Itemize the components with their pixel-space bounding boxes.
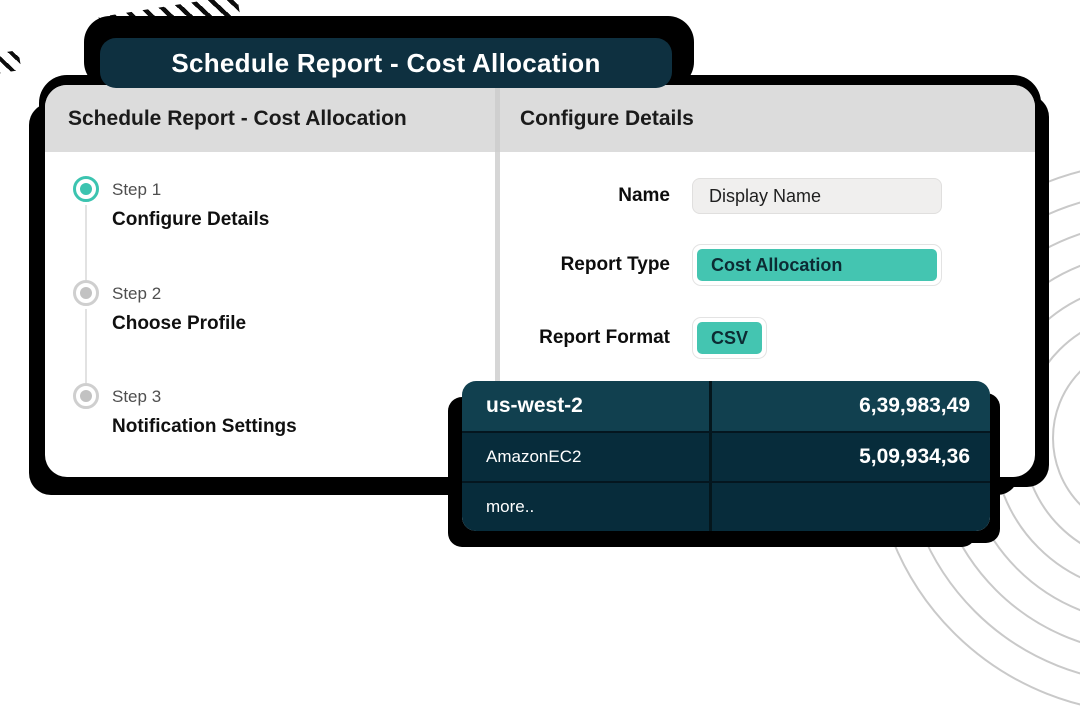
wizard-steps-panel: Step 1 Configure Details Step 2 Choose P… [45, 152, 495, 477]
report-type-row: Report Type Cost Allocation [500, 243, 1035, 287]
row-value [712, 483, 990, 531]
table-row: AmazonEC2 5,09,934,36 [462, 431, 990, 481]
dialog-header-row: Schedule Report - Cost Allocation Config… [45, 85, 1035, 152]
report-format-row: Report Format CSV [500, 316, 1035, 360]
row-label: AmazonEC2 [462, 433, 712, 481]
row-value: 5,09,934,36 [859, 445, 970, 468]
step-3-label[interactable]: Step 3 [112, 387, 162, 406]
left-panel-header: Schedule Report - Cost Allocation [45, 85, 495, 152]
name-input[interactable] [692, 178, 942, 214]
name-field-row: Name [500, 174, 1035, 218]
report-format-select[interactable]: CSV [692, 317, 768, 359]
table-row: more.. [462, 481, 990, 531]
step-2-indicator[interactable] [73, 280, 99, 306]
page-title: Schedule Report - Cost Allocation [171, 47, 601, 78]
step-3-indicator[interactable] [73, 383, 99, 409]
name-label: Name [618, 185, 670, 206]
page-title-badge: Schedule Report - Cost Allocation [100, 38, 672, 88]
row-label: us-west-2 [462, 381, 712, 431]
step-2-label[interactable]: Step 2 [112, 284, 162, 303]
step-connector [85, 309, 87, 383]
panel-divider [495, 152, 500, 477]
report-type-select[interactable]: Cost Allocation [692, 244, 942, 286]
report-type-label: Report Type [560, 254, 670, 275]
step-1-label[interactable]: Step 1 [112, 180, 162, 199]
step-connector [85, 205, 87, 280]
row-value: 6,39,983,49 [859, 394, 970, 417]
table-row: us-west-2 6,39,983,49 [462, 381, 990, 431]
step-dot [80, 183, 92, 195]
header-divider [495, 85, 500, 152]
report-format-label: Report Format [539, 327, 670, 348]
step-dot [80, 287, 92, 299]
right-panel-title: Configure Details [520, 106, 694, 130]
step-2-title[interactable]: Choose Profile [112, 313, 247, 334]
step-dot [80, 390, 92, 402]
dialog-body: Step 1 Configure Details Step 2 Choose P… [45, 152, 1035, 477]
configure-details-panel: Name Report Type Cost Allocation Report … [500, 152, 1035, 477]
step-1-indicator[interactable] [73, 176, 99, 202]
cost-summary-table: us-west-2 6,39,983,49 AmazonEC2 5,09,934… [462, 381, 990, 531]
step-3-title[interactable]: Notification Settings [112, 416, 297, 437]
step-1-title[interactable]: Configure Details [112, 209, 270, 230]
more-link[interactable]: more.. [462, 483, 712, 531]
hatch-decoration [0, 50, 22, 74]
report-type-value: Cost Allocation [697, 249, 937, 281]
left-panel-title: Schedule Report - Cost Allocation [68, 106, 407, 130]
right-panel-header: Configure Details [500, 85, 1035, 152]
report-format-value: CSV [697, 322, 763, 354]
